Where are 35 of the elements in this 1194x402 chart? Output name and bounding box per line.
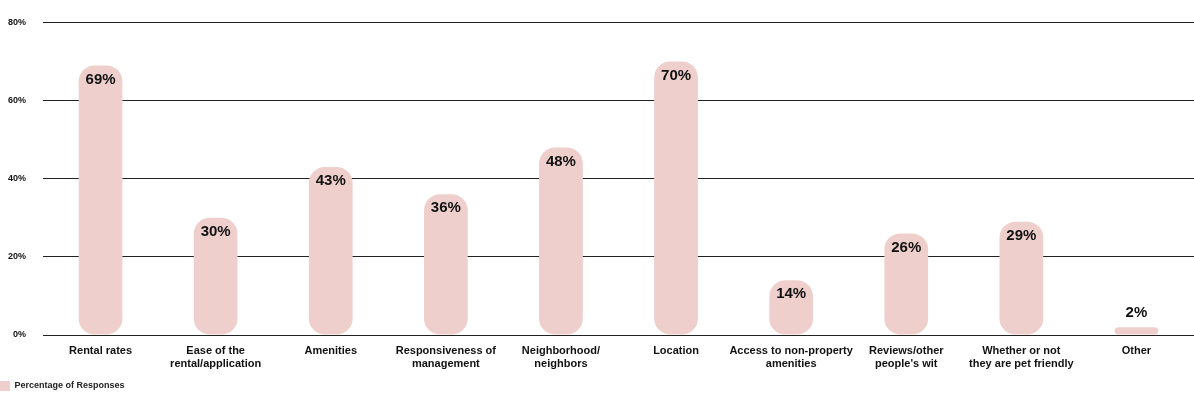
y-tick-label: 80% bbox=[7, 16, 26, 27]
x-tick-label: Responsiveness of management bbox=[395, 344, 497, 370]
data-label: 26% bbox=[891, 237, 922, 255]
data-label: 29% bbox=[1006, 225, 1037, 243]
data-label: 48% bbox=[545, 151, 576, 169]
x-tick-label: Location bbox=[653, 344, 700, 357]
data-label: 43% bbox=[315, 171, 346, 189]
bar bbox=[884, 233, 929, 335]
data-label: 30% bbox=[200, 221, 231, 239]
bar bbox=[308, 166, 353, 335]
x-tick-label: Ease of the rental/application bbox=[170, 344, 262, 370]
y-tick-label: 40% bbox=[7, 173, 26, 184]
y-tick-label: 0% bbox=[12, 329, 26, 340]
data-label: 70% bbox=[661, 65, 692, 83]
data-label: 69% bbox=[85, 69, 116, 87]
bar bbox=[193, 217, 238, 335]
data-label: 36% bbox=[430, 198, 461, 216]
bar bbox=[423, 194, 468, 335]
y-tick-label: 20% bbox=[7, 251, 26, 262]
data-label: 14% bbox=[776, 284, 807, 302]
bar bbox=[999, 221, 1044, 335]
x-tick-label: Amenities bbox=[304, 344, 358, 357]
bar bbox=[539, 147, 583, 335]
y-tick-label: 60% bbox=[7, 95, 26, 106]
bar bbox=[654, 61, 698, 335]
bar bbox=[1114, 327, 1159, 335]
x-tick-label: Rental rates bbox=[69, 344, 133, 357]
bar bbox=[78, 65, 123, 335]
x-tick-label: Neighborhood/ neighbors bbox=[521, 344, 601, 370]
legend-label: Percentage of Responses bbox=[14, 380, 125, 391]
x-tick-label: Access to non-property amenities bbox=[729, 344, 854, 370]
x-tick-label: Whether or not they are pet friendly bbox=[969, 344, 1075, 370]
x-tick-label: Reviews/other people's wit bbox=[868, 344, 945, 370]
x-tick-label: Other bbox=[1121, 344, 1152, 357]
data-label: 2% bbox=[1125, 303, 1148, 321]
